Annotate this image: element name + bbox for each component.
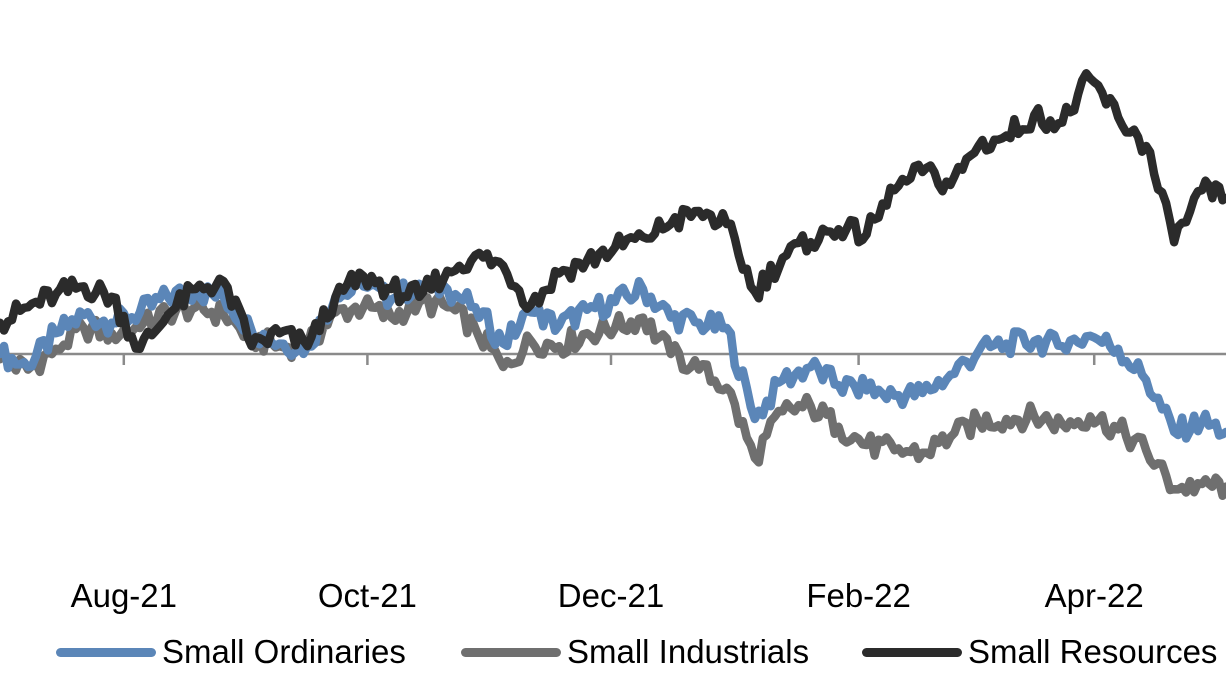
- series-line-small-industrials: [0, 291, 1226, 500]
- legend-label: Small Ordinaries: [162, 633, 406, 670]
- x-tick-label: Oct-21: [318, 577, 417, 614]
- legend-item-small-resources: Small Resources: [862, 628, 1217, 676]
- x-tick-label: Apr-22: [1045, 577, 1144, 614]
- chart-legend: Small Ordinaries Small Industrials Small…: [0, 628, 1226, 676]
- legend-swatch-small-industrials: [461, 647, 561, 657]
- legend-swatch-small-ordinaries: [56, 647, 156, 657]
- legend-swatch-small-resources: [862, 647, 962, 657]
- series-line-small-resources: [0, 69, 1226, 354]
- legend-item-small-ordinaries: Small Ordinaries: [56, 628, 406, 676]
- legend-label: Small Industrials: [567, 633, 810, 670]
- x-tick-label: Aug-21: [71, 577, 177, 614]
- legend-label: Small Resources: [968, 633, 1218, 670]
- x-tick-label: Dec-21: [558, 577, 664, 614]
- x-tick-label: Feb-22: [806, 577, 911, 614]
- legend-item-small-industrials: Small Industrials: [461, 628, 809, 676]
- line-chart: Aug-21 Oct-21 Dec-21 Feb-22 Apr-22: [0, 69, 1226, 614]
- series-line-small-ordinaries: [0, 272, 1226, 443]
